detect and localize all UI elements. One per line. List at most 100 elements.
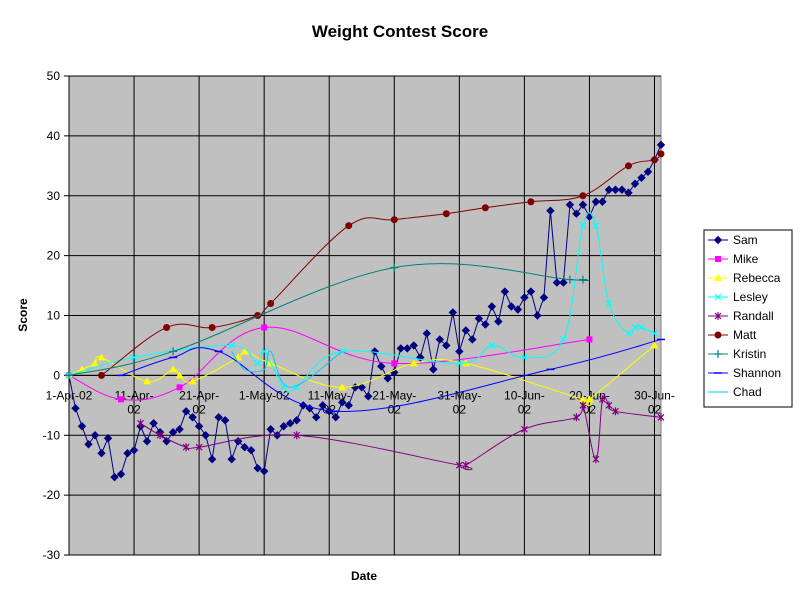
data-point-sam	[487, 302, 497, 311]
data-point-kristin	[578, 275, 587, 284]
data-point-sam	[624, 188, 633, 197]
legend-marker	[714, 312, 722, 320]
data-point-sam	[188, 413, 197, 422]
data-point-sam	[168, 428, 178, 437]
x-tick-label: 21-Apr-	[179, 388, 219, 402]
data-point-sam	[604, 185, 614, 194]
y-tick-label: 30	[47, 189, 61, 203]
data-point-sam	[396, 344, 405, 353]
data-point-sam	[429, 365, 438, 374]
data-point-randall	[605, 401, 613, 410]
data-point-randall	[592, 455, 600, 464]
data-point-sam	[364, 392, 373, 401]
data-point-sam	[331, 413, 340, 422]
data-point-matt	[624, 162, 632, 170]
series-matt	[98, 150, 665, 379]
data-point-mike	[176, 384, 183, 391]
data-point-randall	[573, 413, 580, 422]
data-point-sam	[103, 434, 113, 443]
data-point-randall	[599, 395, 606, 404]
data-point-sam	[578, 200, 588, 209]
data-point-sam	[461, 326, 471, 335]
x-tick-label: 11-May-	[308, 388, 351, 402]
legend-item-mike: Mike	[708, 252, 759, 266]
data-point-mike	[391, 360, 398, 367]
data-point-mike	[118, 396, 125, 403]
data-point-matt	[208, 323, 216, 331]
data-point-rebecca	[97, 353, 106, 361]
data-point-sam	[435, 335, 445, 344]
data-point-matt	[650, 156, 658, 164]
data-point-matt	[527, 198, 535, 206]
data-point-sam	[97, 449, 106, 458]
x-tick-label: 31-May-	[437, 388, 481, 402]
data-point-sam	[611, 185, 620, 194]
data-point-lesley	[638, 324, 645, 331]
data-point-randall	[579, 401, 587, 410]
legend-item-lesley: Lesley	[708, 290, 768, 304]
data-point-sam	[292, 416, 301, 425]
data-point-lesley	[605, 300, 613, 307]
series-lesley	[65, 212, 658, 393]
legend-label: Shannon	[733, 366, 781, 380]
x-axis-title: Date	[351, 569, 377, 583]
legend-item-rebecca: Rebecca	[708, 271, 781, 285]
data-point-sam	[312, 413, 321, 422]
data-point-matt	[442, 210, 450, 218]
x-tick-label: 02	[388, 402, 402, 416]
data-point-kristin	[390, 263, 399, 272]
data-point-sam	[181, 407, 191, 416]
data-point-sam	[533, 311, 542, 320]
data-point-kristin	[65, 371, 73, 380]
legend-marker	[715, 256, 721, 262]
legend-marker	[714, 293, 722, 301]
legend-marker	[713, 235, 723, 245]
data-point-matt	[657, 150, 665, 158]
data-point-sam	[637, 173, 646, 182]
y-tick-label: -10	[43, 428, 61, 442]
x-tick-label: 02	[518, 402, 532, 416]
x-tick-label: 02	[453, 402, 467, 416]
data-point-sam	[572, 209, 581, 218]
data-point-rebecca	[338, 383, 347, 391]
data-point-lesley	[631, 324, 639, 331]
data-point-sam	[253, 463, 262, 473]
data-point-sam	[357, 383, 366, 392]
series-randall	[137, 395, 665, 471]
legend-label: Randall	[733, 309, 774, 323]
data-point-sam	[285, 419, 295, 428]
data-point-sam	[214, 413, 223, 422]
legend-marker	[714, 331, 722, 339]
data-point-matt	[98, 371, 106, 379]
x-tick-label: 21-May-	[372, 388, 416, 402]
data-point-rebecca	[240, 347, 249, 355]
data-point-mike	[586, 336, 593, 343]
data-point-randall	[455, 461, 463, 470]
x-tick-label: 02	[192, 402, 206, 416]
data-point-lesley	[130, 353, 138, 361]
x-tick-label: 1-May-02	[239, 388, 290, 402]
data-point-lesley	[228, 342, 236, 349]
data-point-sam	[442, 341, 451, 350]
legend-item-randall: Randall	[708, 309, 774, 323]
data-point-lesley	[625, 330, 632, 337]
legend-label: Rebecca	[733, 271, 781, 285]
data-point-sam	[552, 278, 562, 287]
legend-label: Lesley	[733, 290, 768, 304]
data-point-sam	[643, 167, 653, 177]
data-point-rebecca	[169, 365, 178, 373]
x-tick-label: 11-Apr-	[114, 388, 153, 402]
legend-label: Chad	[733, 385, 762, 399]
data-point-sam	[227, 454, 236, 464]
data-point-randall	[137, 419, 144, 428]
data-point-sam	[338, 398, 347, 407]
data-point-sam	[149, 419, 158, 428]
data-point-rebecca	[175, 371, 184, 379]
data-point-sam	[344, 401, 353, 410]
data-point-randall	[657, 413, 665, 422]
chart-title: Weight Contest Score	[312, 22, 488, 41]
data-point-rebecca	[585, 395, 594, 403]
data-point-sam	[513, 305, 523, 314]
data-point-matt	[390, 216, 398, 224]
